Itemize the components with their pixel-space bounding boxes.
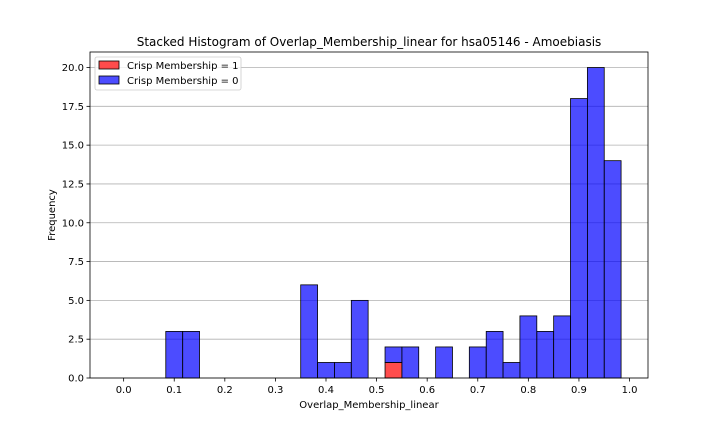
- bar-crisp-0: [300, 284, 318, 379]
- legend-swatch-crisp-1: [98, 60, 120, 70]
- x-tick-label: 0.7: [470, 385, 486, 396]
- x-tick-label: 0.5: [369, 385, 385, 396]
- bar-crisp-0: [182, 331, 200, 379]
- x-tick-label: 1.0: [622, 385, 638, 396]
- y-tick-label: 17.5: [62, 102, 84, 113]
- bar-crisp-0: [334, 362, 352, 379]
- plot-frame: [89, 51, 649, 379]
- x-axis-label: Overlap_Membership_linear: [299, 400, 439, 411]
- y-tick-label: 0.0: [68, 374, 84, 385]
- x-tick-label: 0.3: [267, 385, 283, 396]
- y-tick-label: 15.0: [62, 141, 84, 152]
- bar-crisp-0: [350, 299, 369, 379]
- bar-crisp-0: [468, 346, 487, 379]
- legend-label-crisp-1: Crisp Membership = 1: [127, 61, 239, 72]
- legend-label-crisp-0: Crisp Membership = 0: [127, 76, 239, 87]
- bar-crisp-0: [317, 362, 335, 379]
- x-tick-label: 0.0: [116, 385, 132, 396]
- y-tick-label: 7.5: [68, 257, 84, 268]
- y-tick-label: 12.5: [62, 179, 84, 190]
- y-tick-label: 5.0: [68, 296, 84, 307]
- y-axis-label: Frequency: [47, 189, 58, 241]
- x-axis-ticks: 0.0 0.1 0.2 0.3 0.4 0.5 0.6 0.7 0.8 0.9 1.0: [116, 378, 638, 396]
- bar-crisp-0: [553, 315, 571, 379]
- bar-crisp-0: [570, 98, 588, 379]
- y-tick-label: 2.5: [68, 335, 84, 346]
- bar-crisp-0: [502, 362, 521, 379]
- chart-title: Stacked Histogram of Overlap_Membership_…: [137, 35, 602, 49]
- bar-crisp-0: [485, 331, 504, 379]
- y-tick-label: 10.0: [62, 218, 84, 229]
- x-tick-label: 0.2: [217, 385, 233, 396]
- bar-crisp-0: [165, 331, 184, 379]
- bars: [165, 67, 622, 379]
- x-tick-label: 0.9: [571, 385, 587, 396]
- x-tick-label: 0.1: [166, 385, 182, 396]
- bar-crisp-0: [586, 67, 605, 379]
- x-tick-label: 0.4: [318, 385, 334, 396]
- bar-crisp-0: [519, 315, 538, 379]
- bar-crisp-1: [384, 362, 403, 379]
- y-axis-ticks: 0.0 2.5 5.0 7.5 10.0 12.5 15.0 17.5 20.0: [62, 63, 90, 385]
- bar-crisp-0: [536, 331, 555, 379]
- bar-crisp-0: [603, 160, 622, 379]
- bar-crisp-0: [435, 346, 453, 379]
- y-tick-label: 20.0: [62, 63, 84, 74]
- legend: Crisp Membership = 1 Crisp Membership = …: [94, 56, 242, 91]
- legend-swatch-crisp-0: [98, 75, 120, 85]
- legend-box: [94, 56, 242, 91]
- x-tick-label: 0.8: [520, 385, 536, 396]
- bar-crisp-0: [401, 346, 420, 379]
- bar-crisp-0: [384, 346, 403, 363]
- x-tick-label: 0.6: [419, 385, 435, 396]
